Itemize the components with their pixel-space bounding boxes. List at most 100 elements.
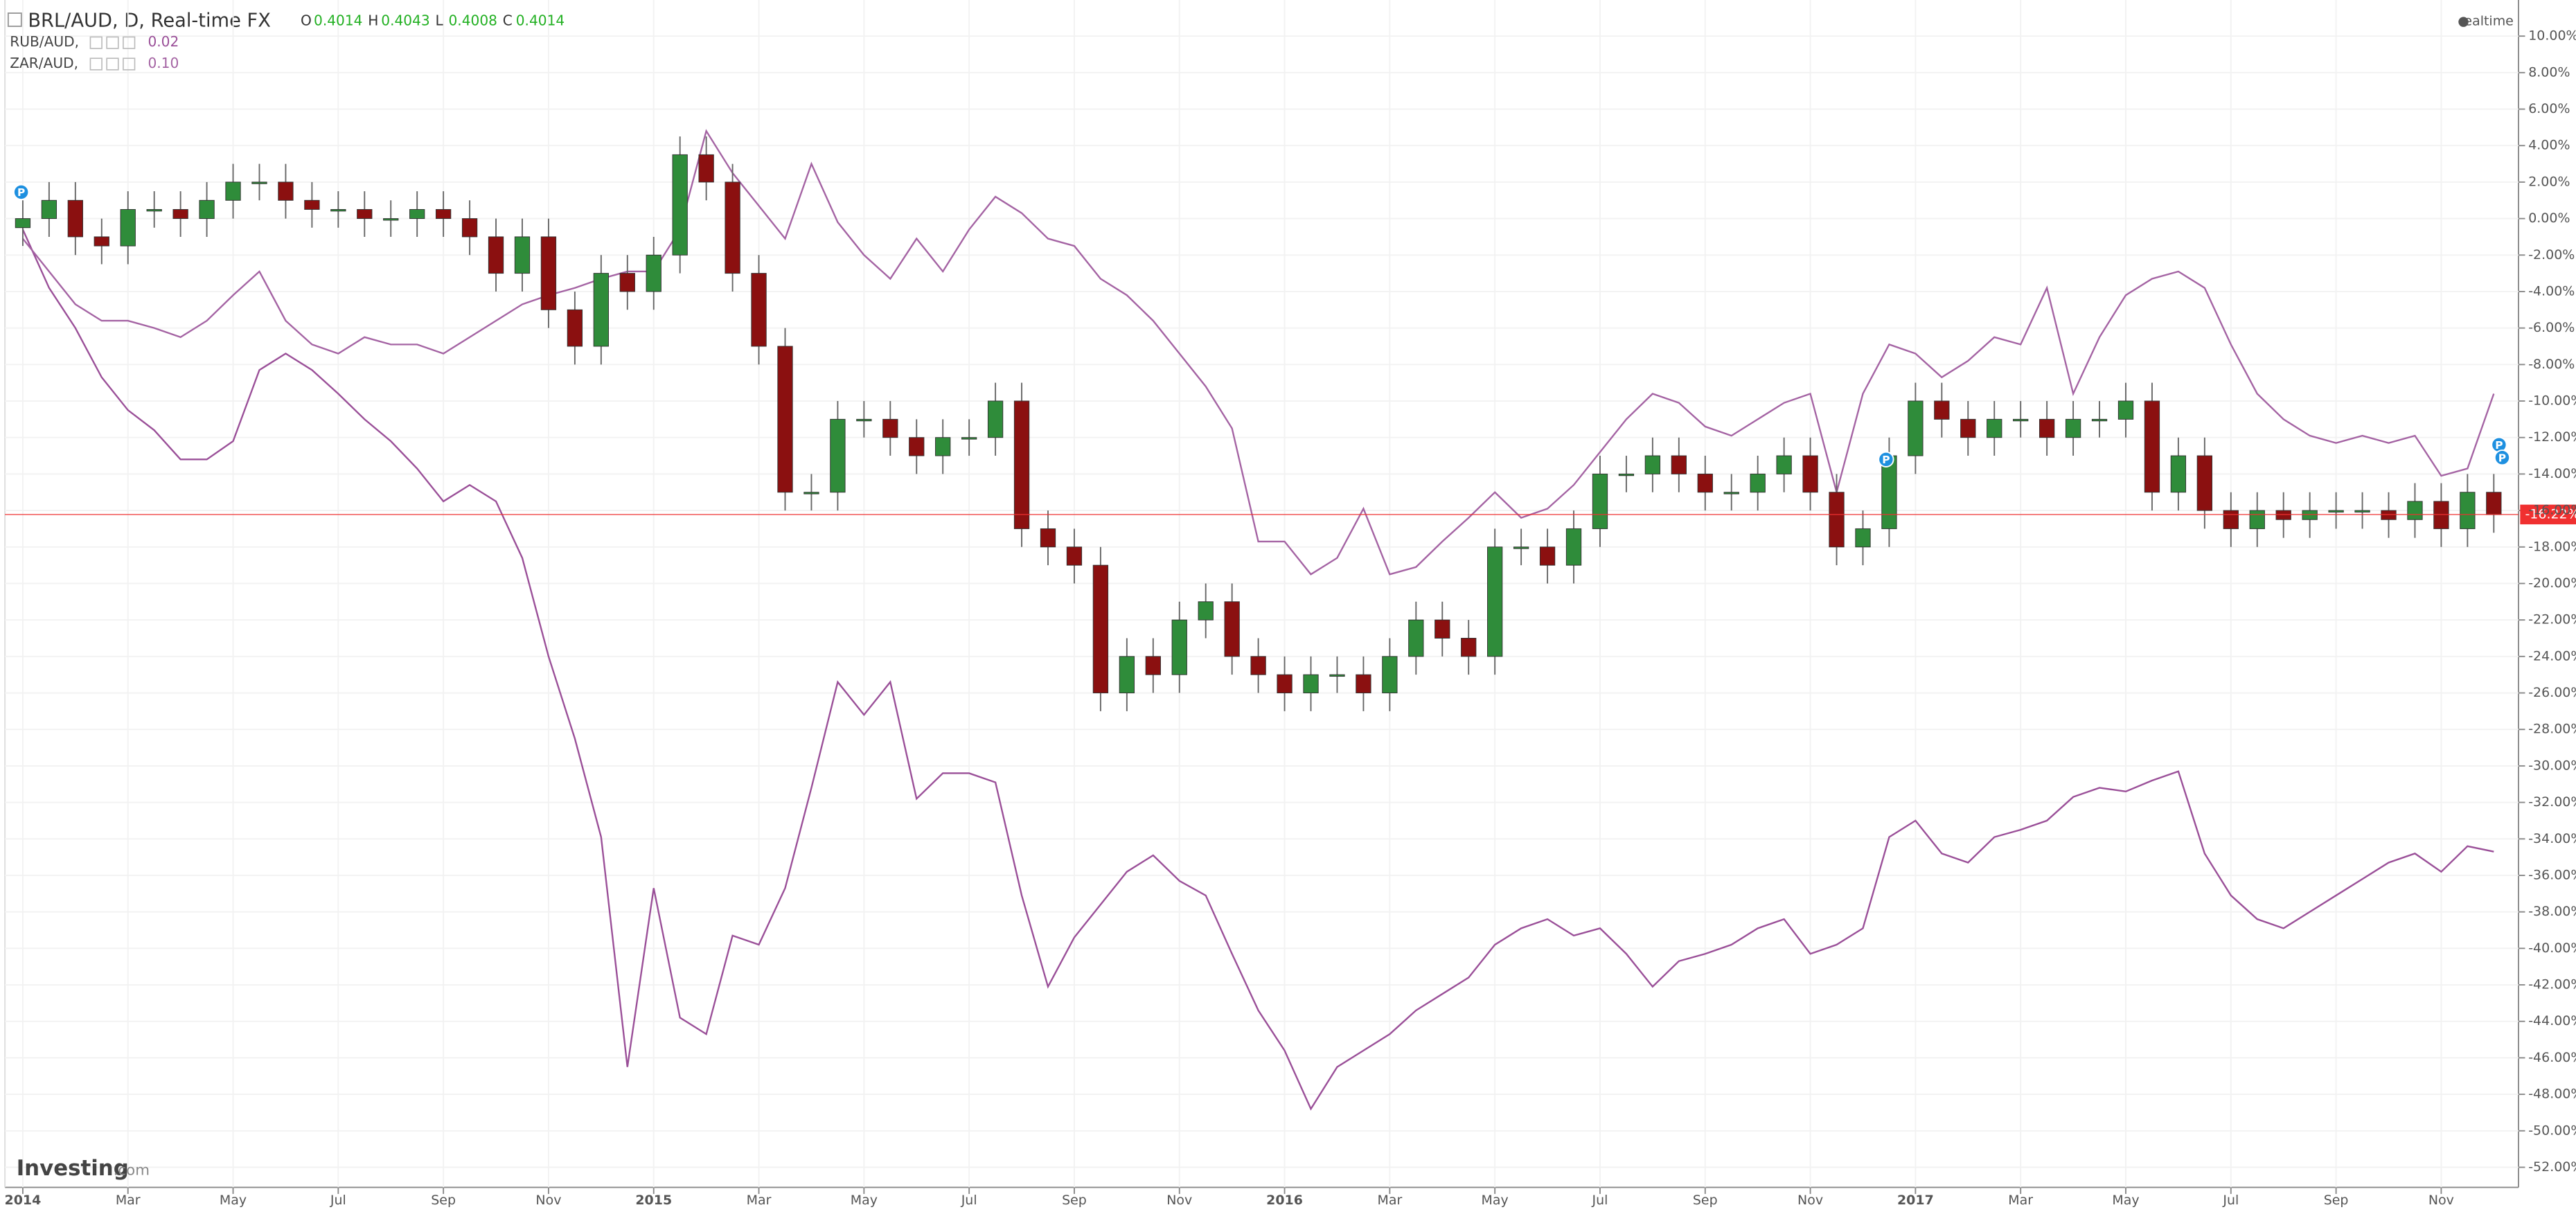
y-tick-label: -38.00% xyxy=(2528,904,2576,919)
candle-body xyxy=(1592,473,1608,529)
x-tick-label: Sep xyxy=(431,1193,456,1208)
y-tick-label: -4.00% xyxy=(2528,283,2575,298)
y-tick-label: -14.00% xyxy=(2528,466,2576,481)
candle-body xyxy=(1119,656,1135,693)
candle-body xyxy=(672,154,688,256)
collapse-button[interactable] xyxy=(7,12,22,27)
candle-body xyxy=(1750,473,1766,493)
y-tick-label: -32.00% xyxy=(2528,794,2576,810)
candle-body xyxy=(2144,400,2160,493)
x-tick-label: Mar xyxy=(747,1193,772,1208)
candle-body xyxy=(304,199,320,210)
x-tick-label: Nov xyxy=(1797,1193,1823,1208)
grid-layer xyxy=(4,0,2525,1194)
candle-body xyxy=(1408,619,1424,657)
candle-body xyxy=(1040,528,1056,548)
legend-button[interactable] xyxy=(106,36,119,49)
candle-body xyxy=(435,208,452,220)
legend-name: ZAR/AUD, xyxy=(10,55,78,71)
candle-body xyxy=(646,254,661,292)
candle-body xyxy=(2170,455,2187,493)
last-price-tag xyxy=(2520,504,2576,525)
y-tick-label: 10.00% xyxy=(2528,28,2576,44)
event-marker-label: P xyxy=(2495,439,2503,452)
candle-body xyxy=(15,218,31,229)
y-tick-label: -2.00% xyxy=(2528,247,2575,262)
x-tick-label: 2014 xyxy=(5,1193,42,1208)
candle-body xyxy=(2486,492,2502,515)
y-tick-label: 0.00% xyxy=(2528,211,2570,226)
candle-body xyxy=(1829,492,1845,548)
ohlc-label: L xyxy=(436,12,444,28)
legend-button[interactable] xyxy=(89,36,103,49)
y-tick-label: 8.00% xyxy=(2528,64,2570,80)
candle-body xyxy=(199,199,215,220)
candle-body xyxy=(856,418,872,422)
candle-body xyxy=(461,218,478,238)
y-tick-label: -28.00% xyxy=(2528,722,2576,737)
event-marker-label: P xyxy=(1882,454,1890,466)
candle-body xyxy=(1802,455,1818,493)
candle-body xyxy=(1960,418,1976,438)
x-tick-label: May xyxy=(851,1193,878,1208)
legend-button[interactable] xyxy=(123,36,136,49)
x-tick-label: Mar xyxy=(1377,1193,1402,1208)
candle-body xyxy=(1565,528,1582,566)
x-tick-label: Jul xyxy=(330,1193,346,1208)
candle-body xyxy=(987,400,1004,438)
x-tick-label: 2016 xyxy=(1266,1193,1303,1208)
candle-body xyxy=(1934,400,1950,420)
x-tick-label: May xyxy=(1482,1193,1509,1208)
legend-value: 0.02 xyxy=(148,33,179,50)
y-tick-label: -20.00% xyxy=(2528,576,2576,591)
candle-body xyxy=(357,208,373,220)
y-tick-label: -34.00% xyxy=(2528,831,2576,846)
candle-body xyxy=(1250,656,1266,675)
candle-body xyxy=(251,181,267,184)
candle-body xyxy=(1277,674,1293,693)
x-tick-label: Sep xyxy=(2324,1193,2349,1208)
labels-layer: 10.00% 8.00% 6.00% 4.00% 2.00% 0.00% -2.00% -4.… xyxy=(5,12,2576,1208)
x-tick-label: Nov xyxy=(535,1193,561,1208)
series-line xyxy=(21,129,2495,576)
logo-suffix: .com xyxy=(114,1162,150,1179)
candle-body xyxy=(1987,418,2002,438)
candle-body xyxy=(1461,638,1477,657)
y-tick-label: -6.00% xyxy=(2528,320,2575,335)
last-price-label: -16.22% xyxy=(2525,506,2576,522)
candle-body xyxy=(383,218,399,221)
candle-body xyxy=(488,236,504,274)
candle-body xyxy=(1697,473,1713,493)
legend-button[interactable] xyxy=(89,57,103,71)
legend-name: RUB/AUD, xyxy=(10,33,79,50)
candle-body xyxy=(803,492,819,494)
candle-body xyxy=(830,418,846,493)
legend-button[interactable] xyxy=(106,57,119,71)
candle-body xyxy=(593,273,609,347)
candle-body xyxy=(567,309,583,347)
candle-body xyxy=(1618,473,1635,476)
ohlc-value: 0.4014 xyxy=(314,12,362,28)
candle-body xyxy=(1066,546,1083,566)
logo: Investing .com xyxy=(17,1156,150,1181)
y-tick-label: 4.00% xyxy=(2528,138,2570,153)
x-tick-label: Mar xyxy=(116,1193,141,1208)
candle-body xyxy=(1303,674,1319,693)
y-tick-label: -30.00% xyxy=(2528,758,2576,773)
candle-body xyxy=(120,208,136,247)
legend-button[interactable] xyxy=(123,57,136,71)
x-tick-label: Sep xyxy=(1693,1193,1718,1208)
candle-body xyxy=(1224,601,1240,657)
y-tick-label: -12.00% xyxy=(2528,429,2576,445)
candle-body xyxy=(330,208,346,212)
ohlc-label: H xyxy=(368,12,378,28)
y-tick-label: -42.00% xyxy=(2528,977,2576,992)
y-tick-label: -22.00% xyxy=(2528,612,2576,627)
realtime-dot: ● xyxy=(2458,13,2469,28)
candle-body xyxy=(1382,656,1398,693)
y-tick-label: -50.00% xyxy=(2528,1123,2576,1138)
candle-body xyxy=(2249,510,2265,529)
ohlc-value: 0.4008 xyxy=(449,12,497,28)
